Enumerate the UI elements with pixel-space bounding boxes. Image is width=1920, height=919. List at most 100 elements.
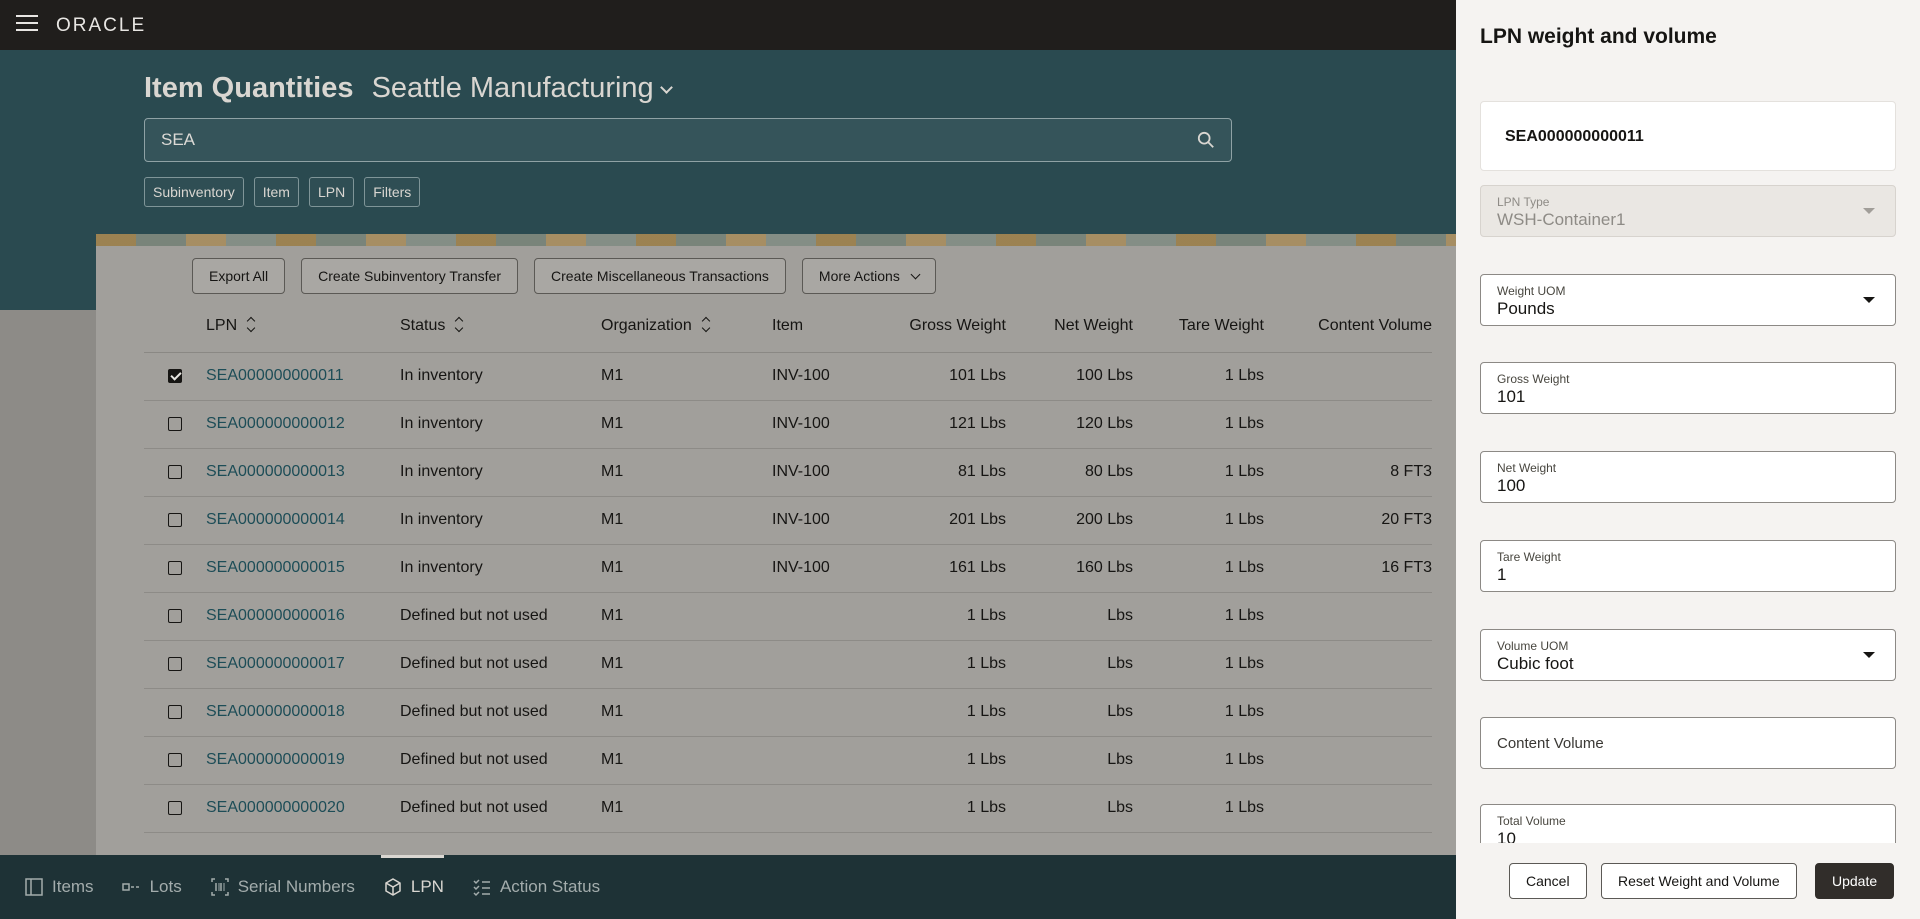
row-checkbox[interactable] xyxy=(168,464,182,479)
row-checkbox-container xyxy=(144,640,206,689)
table-row[interactable]: SEA000000000020 Defined but not used M1 1 L… xyxy=(144,784,1432,833)
net-weight-cell-container: Lbs xyxy=(1006,736,1133,785)
item-cell-container xyxy=(772,640,872,689)
header-organization[interactable]: Organization xyxy=(601,300,772,353)
tare-weight-cell: 1 Lbs xyxy=(1224,415,1264,432)
lpn-link[interactable]: SEA000000000013 xyxy=(206,463,345,480)
search-icon[interactable] xyxy=(1197,131,1215,149)
row-checkbox[interactable] xyxy=(168,512,182,527)
lpn-link[interactable]: SEA000000000020 xyxy=(206,799,345,816)
volume-uom-select[interactable]: Volume UOM Cubic foot xyxy=(1480,629,1896,681)
table-row[interactable]: SEA000000000013 In inventory M1 INV-100 81 L… xyxy=(144,448,1432,497)
net-weight-cell: Lbs xyxy=(1107,607,1133,624)
row-checkbox[interactable] xyxy=(168,608,182,623)
nav-lots[interactable]: Lots xyxy=(121,855,196,919)
nav-lots-label: Lots xyxy=(149,877,182,896)
caret-down-icon[interactable] xyxy=(1863,297,1875,303)
net-weight-cell-container: 200 Lbs xyxy=(1006,496,1133,545)
lpn-link[interactable]: SEA000000000014 xyxy=(206,511,345,528)
tare-weight-cell-container: 1 Lbs xyxy=(1133,784,1264,833)
update-button[interactable]: Update xyxy=(1815,863,1895,899)
row-checkbox[interactable] xyxy=(168,560,182,575)
lpn-link[interactable]: SEA000000000019 xyxy=(206,751,345,768)
table-row[interactable]: SEA000000000018 Defined but not used M1 1 L… xyxy=(144,688,1432,737)
nav-lpn[interactable]: LPN xyxy=(380,855,458,919)
drawer-form[interactable]: SEA000000000011 LPN Type WSH-Container1 … xyxy=(1456,80,1920,843)
reset-weight-volume-button[interactable]: Reset Weight and Volume xyxy=(1601,863,1797,899)
search-box[interactable] xyxy=(144,118,1232,162)
header-content-volume: Content Volume xyxy=(1264,300,1432,353)
create-subinventory-transfer-button[interactable]: Create Subinventory Transfer xyxy=(301,258,519,294)
status-cell: Defined but not used xyxy=(400,799,548,816)
chip-lpn[interactable]: LPN xyxy=(308,177,355,207)
weight-uom-select[interactable]: Weight UOM Pounds xyxy=(1480,274,1896,326)
row-checkbox-container xyxy=(144,688,206,737)
lpn-link[interactable]: SEA000000000015 xyxy=(206,559,345,576)
nav-serial-numbers[interactable]: Serial Numbers xyxy=(210,855,369,919)
gross-weight-cell: 1 Lbs xyxy=(966,751,1006,768)
row-checkbox[interactable] xyxy=(168,800,182,815)
lpn-link[interactable]: SEA000000000018 xyxy=(206,703,345,720)
row-checkbox[interactable] xyxy=(168,416,182,431)
status-cell-container: In inventory xyxy=(400,448,601,497)
table-row[interactable]: SEA000000000017 Defined but not used M1 1 L… xyxy=(144,640,1432,689)
cancel-button[interactable]: Cancel xyxy=(1509,863,1587,899)
row-checkbox[interactable] xyxy=(168,656,182,671)
gross-weight-cell-container: 1 Lbs xyxy=(872,784,1006,833)
sort-icon[interactable] xyxy=(247,318,255,331)
chip-item[interactable]: Item xyxy=(253,177,299,207)
lpn-link[interactable]: SEA000000000011 xyxy=(206,367,344,384)
table-row[interactable]: SEA000000000014 In inventory M1 INV-100 201 … xyxy=(144,496,1432,545)
content-volume-field[interactable]: Content Volume xyxy=(1480,717,1896,769)
total-volume-field[interactable]: Total Volume 10 xyxy=(1480,804,1896,843)
gross-weight-cell: 1 Lbs xyxy=(966,655,1006,672)
caret-down-icon[interactable] xyxy=(1863,652,1875,658)
status-cell-container: In inventory xyxy=(400,544,601,593)
header-lpn[interactable]: LPN xyxy=(206,300,400,353)
nav-action-status[interactable]: Action Status xyxy=(472,855,614,919)
header-net-weight: Net Weight xyxy=(1006,300,1133,353)
hamburger-menu-icon[interactable] xyxy=(16,15,38,33)
chip-subinventory[interactable]: Subinventory xyxy=(144,177,244,207)
gross-weight-value[interactable]: 101 xyxy=(1497,387,1526,406)
table-row[interactable]: SEA000000000015 In inventory M1 INV-100 161 … xyxy=(144,544,1432,593)
table-row[interactable]: SEA000000000016 Defined but not used M1 1 L… xyxy=(144,592,1432,641)
export-all-button[interactable]: Export All xyxy=(192,258,286,294)
organization-cell-container: M1 xyxy=(601,592,772,641)
search-input[interactable] xyxy=(161,130,1161,150)
row-checkbox[interactable] xyxy=(168,752,182,767)
more-actions-button[interactable]: More Actions xyxy=(801,258,936,294)
net-weight-field[interactable]: Net Weight 100 xyxy=(1480,451,1896,503)
table-row[interactable]: SEA000000000011 In inventory M1 INV-100 101 … xyxy=(144,352,1432,401)
net-weight-value[interactable]: 100 xyxy=(1497,476,1526,495)
total-volume-value[interactable]: 10 xyxy=(1497,829,1516,843)
package-icon xyxy=(385,878,401,896)
organization-cell: M1 xyxy=(601,751,624,768)
tare-weight-value[interactable]: 1 xyxy=(1497,565,1507,584)
net-weight-cell: Lbs xyxy=(1107,799,1133,816)
header-select xyxy=(144,300,206,353)
row-checkbox[interactable] xyxy=(168,368,182,383)
table-row[interactable]: SEA000000000019 Defined but not used M1 1 L… xyxy=(144,736,1432,785)
header-status[interactable]: Status xyxy=(400,300,601,353)
tare-weight-cell-container: 1 Lbs xyxy=(1133,640,1264,689)
organization-selector[interactable]: Seattle Manufacturing xyxy=(372,72,673,104)
tare-weight-cell: 1 Lbs xyxy=(1224,607,1264,624)
lpn-link[interactable]: SEA000000000017 xyxy=(206,655,345,672)
lpn-link[interactable]: SEA000000000016 xyxy=(206,607,345,624)
status-cell: In inventory xyxy=(400,559,483,576)
create-misc-transactions-button[interactable]: Create Miscellaneous Transactions xyxy=(534,258,786,294)
lpn-link[interactable]: SEA000000000012 xyxy=(206,415,345,432)
tare-weight-cell-container: 1 Lbs xyxy=(1133,592,1264,641)
tare-weight-cell-container: 1 Lbs xyxy=(1133,448,1264,497)
tare-weight-field[interactable]: Tare Weight 1 xyxy=(1480,540,1896,592)
sort-icon[interactable] xyxy=(455,318,463,331)
row-checkbox[interactable] xyxy=(168,704,182,719)
table-row[interactable]: SEA000000000012 In inventory M1 INV-100 121 … xyxy=(144,400,1432,449)
nav-items[interactable]: Items xyxy=(24,855,108,919)
gross-weight-cell-container: 201 Lbs xyxy=(872,496,1006,545)
sort-icon[interactable] xyxy=(702,318,710,331)
chip-filters[interactable]: Filters xyxy=(364,177,421,207)
gross-weight-field[interactable]: Gross Weight 101 xyxy=(1480,362,1896,414)
tare-weight-cell: 1 Lbs xyxy=(1224,703,1264,720)
